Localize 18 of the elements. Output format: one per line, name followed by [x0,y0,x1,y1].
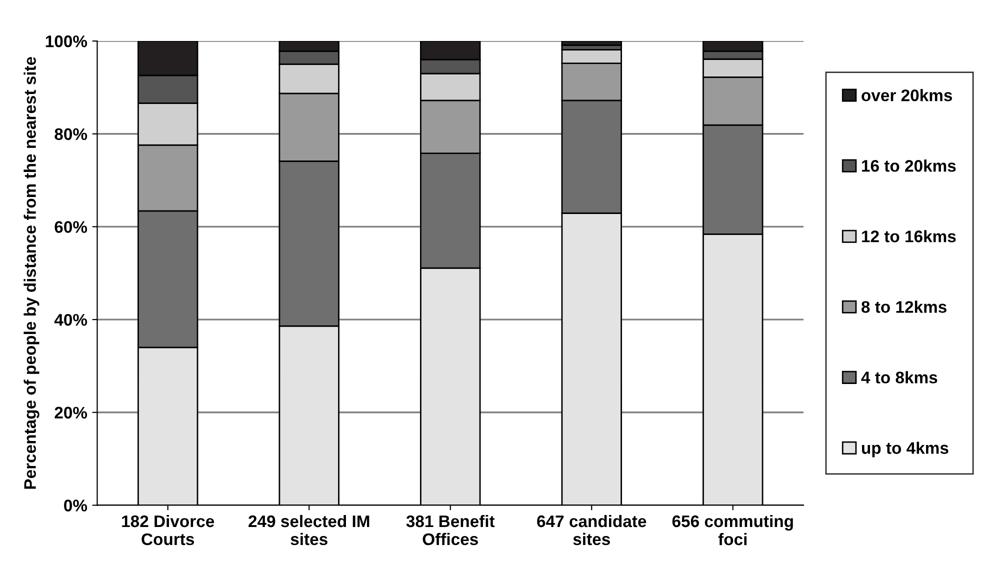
y-axis-title: Percentage of people by distance from the nearest site [24,56,40,489]
legend-label: 16 to 20kms [862,160,956,172]
x-tick-label: 182 Divorce Courts [122,514,214,546]
legend-label: 4 to 8kms [861,371,938,384]
x-tick-label: 656 commuting foci [672,514,793,546]
y-tick-label: 60% [54,221,88,233]
y-tick-label: 40% [54,314,88,326]
y-tick-label: 100% [46,35,88,48]
x-tick-label: 381 Benefit Offices [406,514,495,546]
legend-label: 12 to 16kms [862,230,956,242]
y-tick-label: 0% [64,500,88,512]
legend-label: 8 to 12kms [862,300,946,313]
y-tick-label: 20% [54,406,88,419]
y-tick-label: 80% [54,128,88,140]
x-tick-label: 249 selected IM sites [248,514,370,546]
legend-label: up to 4kms [862,442,948,458]
x-tick-label: 647 candidate sites [537,514,646,546]
legend-label: over 20kms [862,89,952,102]
